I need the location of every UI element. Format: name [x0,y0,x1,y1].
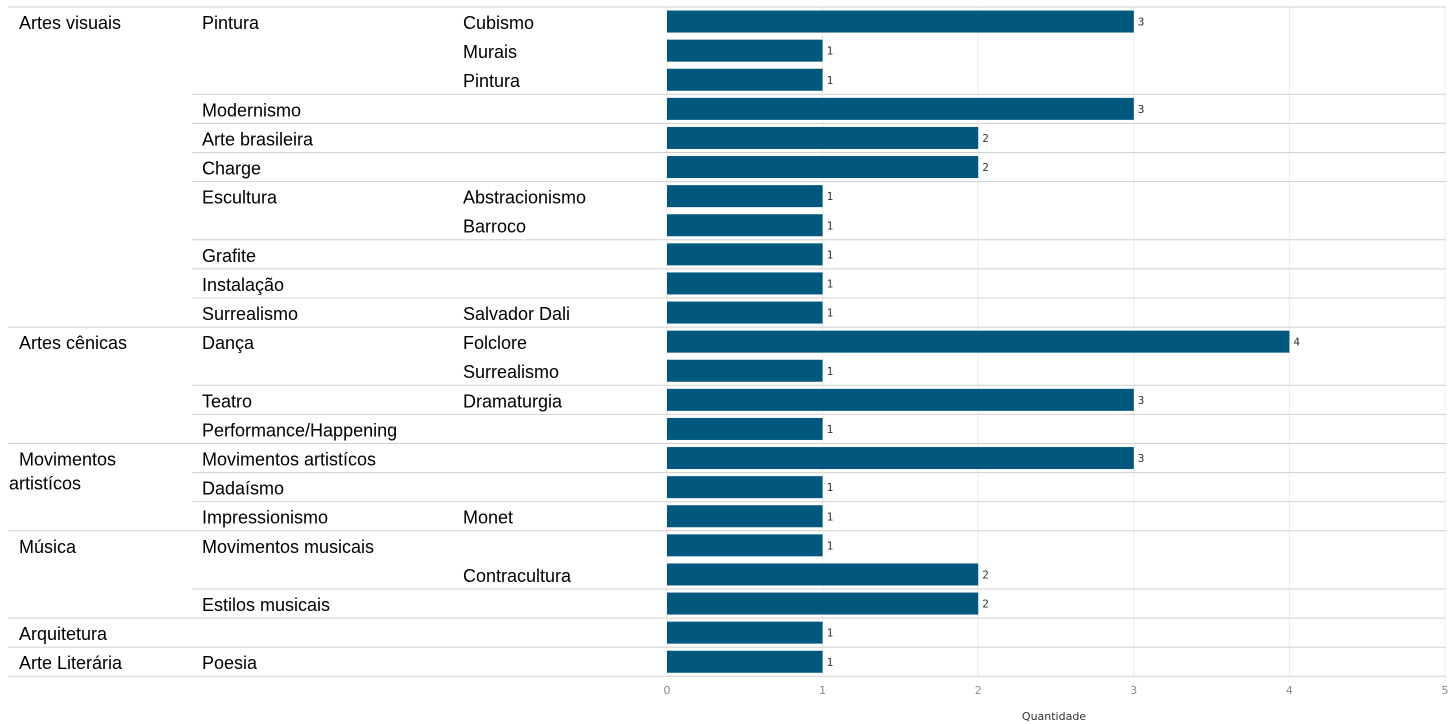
bar-value-label: 1 [827,219,834,232]
x-axis-title: Quantidade [1022,710,1086,723]
bar-value-label: 4 [1293,336,1300,349]
bar-value-label: 1 [827,656,834,669]
category-level3-label: Murais [463,42,517,62]
bar [667,505,823,528]
bar [667,563,979,586]
category-level1-label: Artes visuais [19,13,121,33]
category-level2-label: Dadaísmo [202,479,284,499]
category-level3-label: Surrealismo [463,362,559,382]
bar-value-label: 3 [1138,103,1145,116]
x-axis-ticks: 0 1 2 3 4 5 [664,684,1449,697]
category-level2-label: Performance/Happening [202,420,397,440]
bar [667,156,979,179]
category-level3-label: Salvador Dali [463,304,570,324]
bar [667,97,1134,120]
bar-value-label: 3 [1138,452,1145,465]
bar-value-label: 2 [982,132,989,145]
category-level2-label: Escultura [202,188,278,208]
row-separators [8,6,1446,677]
bar [667,621,823,644]
bar-value-label: 2 [982,568,989,581]
bar [667,447,1134,470]
category-level2-label: Estilos musicais [202,595,330,615]
bar [667,214,823,237]
bar [667,10,1134,33]
bar [667,185,823,208]
category-level2-label: Dança [202,333,255,353]
bar-value-label: 1 [827,45,834,58]
bar-value-label: 1 [827,277,834,290]
x-tick-label: 0 [664,684,671,697]
category-level1-label: Música [19,537,77,557]
bar-value-label: 3 [1138,394,1145,407]
bar-value-label: 1 [827,627,834,640]
category-level1-label: Movimentos artistícos [9,450,116,494]
category-level2-label: Teatro [202,391,252,411]
category-level1-label: Arquitetura [19,624,108,644]
x-tick-label: 2 [975,684,982,697]
bar-value-label: 1 [827,539,834,552]
bar-value-label: 1 [827,307,834,320]
row-labels: Artes visuais Pintura Cubismo Murais Pintura… [9,13,586,673]
bar [667,330,1290,353]
category-level2-label: Poesia [202,653,258,673]
category-level3-label: Folclore [463,333,527,353]
x-tick-label: 1 [819,684,826,697]
bar [667,272,823,295]
bar [667,417,823,440]
bar-value-label: 2 [982,161,989,174]
category-level2-label: Surrealismo [202,304,298,324]
bar [667,68,823,91]
category-level2-label: Pintura [202,13,260,33]
x-tick-label: 4 [1286,684,1293,697]
category-level2-label: Movimentos artistícos [202,450,376,470]
category-level2-label: Charge [202,159,261,179]
category-level3-label: Pintura [463,71,521,91]
bar [667,388,1134,411]
bar-value-label: 3 [1138,16,1145,29]
bars [667,10,1290,673]
bar-value-label: 2 [982,598,989,611]
bar [667,650,823,673]
bar-value-label: 1 [827,190,834,203]
bar-value-label: 1 [827,423,834,436]
bar [667,592,979,615]
x-tick-label: 5 [1442,684,1449,697]
category-level3-label: Abstracionismo [463,188,586,208]
x-tick-label: 3 [1130,684,1137,697]
bar [667,243,823,266]
bar-value-label: 1 [827,365,834,378]
bar-value-label: 1 [827,248,834,261]
category-level1-label: Arte Literária [19,653,123,673]
bar [667,126,979,149]
category-level1-label: Artes cênicas [19,333,127,353]
bar-value-label: 1 [827,481,834,494]
category-level2-label: Movimentos musicais [202,537,374,557]
bar [667,476,823,499]
category-level2-label: Modernismo [202,100,301,120]
category-level3-label: Dramaturgia [463,391,563,411]
category-level2-label: Grafite [202,246,256,266]
category-level2-label: Instalação [202,275,284,295]
category-level3-label: Monet [463,508,513,528]
category-level3-label: Cubismo [463,13,534,33]
bar [667,534,823,557]
bar [667,359,823,382]
bar [667,301,823,324]
category-level2-label: Arte brasileira [202,129,314,149]
category-level3-label: Contracultura [463,566,572,586]
bar-value-label: 1 [827,74,834,87]
bar-value-label: 1 [827,510,834,523]
category-level2-label: Impressionismo [202,508,328,528]
category-level3-label: Barroco [463,217,526,237]
value-labels: 3 1 1 3 2 2 1 1 1 1 1 4 1 3 1 3 1 1 1 2 2 1 1 [827,16,1301,669]
bar [667,39,823,62]
